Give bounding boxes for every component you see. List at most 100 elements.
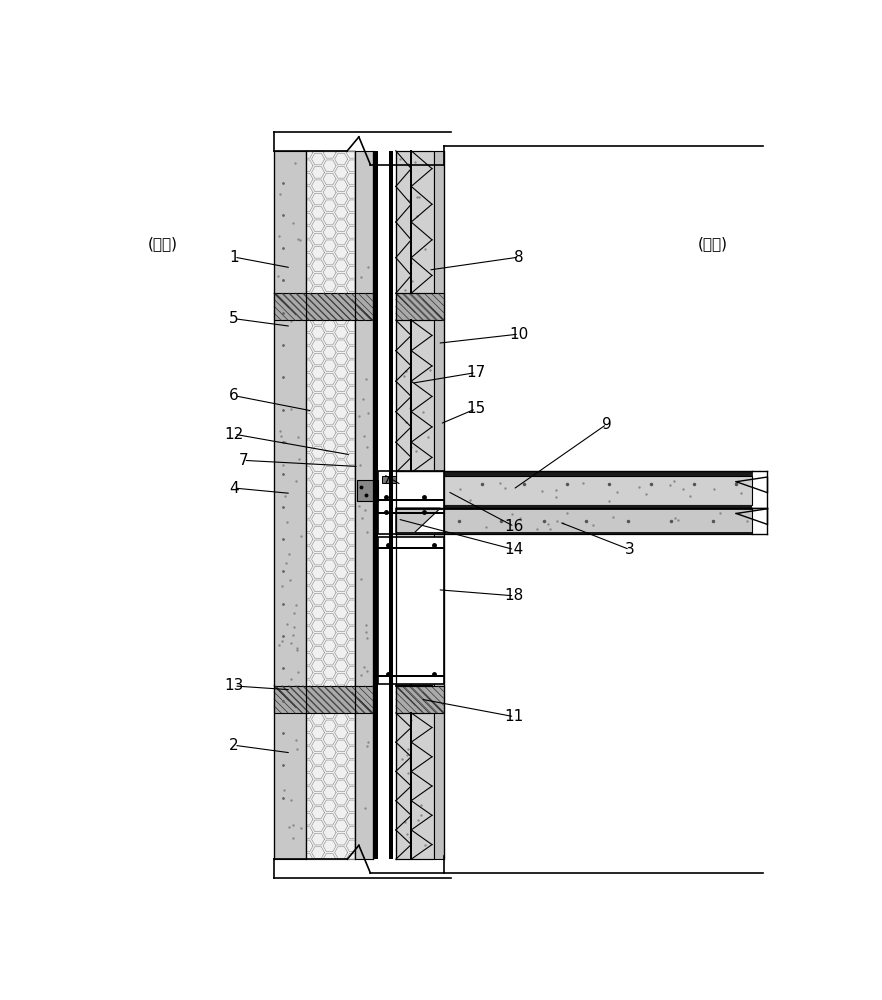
- Point: [361, 259, 375, 275]
- Point: [713, 505, 727, 521]
- Point: [284, 313, 298, 329]
- Point: [434, 485, 448, 501]
- Point: [530, 521, 544, 537]
- Point: [276, 782, 290, 798]
- Point: [357, 659, 371, 675]
- Point: [480, 519, 494, 535]
- Point: [410, 189, 424, 205]
- Point: [404, 712, 418, 728]
- Point: [286, 215, 300, 231]
- Bar: [438, 508, 751, 534]
- Point: [407, 632, 422, 648]
- Point: [408, 443, 422, 459]
- Point: [281, 546, 295, 562]
- Point: [362, 734, 376, 750]
- Point: [273, 637, 287, 653]
- Point: [632, 479, 646, 495]
- Point: [422, 662, 437, 678]
- Text: 5: 5: [229, 311, 239, 326]
- Point: [414, 807, 428, 823]
- Point: [287, 619, 301, 635]
- Point: [668, 510, 682, 526]
- Point: [397, 368, 411, 384]
- Point: [498, 480, 512, 496]
- Point: [400, 475, 415, 491]
- Bar: [307, 151, 355, 859]
- Polygon shape: [396, 508, 440, 534]
- Point: [549, 482, 564, 498]
- Point: [606, 509, 620, 525]
- Point: [358, 502, 372, 518]
- Point: [602, 493, 616, 509]
- Point: [405, 609, 419, 625]
- Text: 3: 3: [625, 542, 635, 557]
- Point: [286, 627, 300, 643]
- Point: [361, 405, 375, 421]
- Point: [355, 571, 369, 587]
- Point: [352, 498, 366, 514]
- Text: 14: 14: [505, 542, 524, 557]
- Point: [276, 457, 290, 473]
- Point: [403, 753, 417, 769]
- Bar: [378, 471, 444, 534]
- Point: [354, 307, 368, 323]
- Point: [359, 371, 373, 387]
- Point: [276, 272, 290, 288]
- Point: [417, 582, 431, 598]
- Point: [402, 490, 416, 506]
- Point: [411, 523, 425, 539]
- Point: [639, 486, 654, 502]
- Bar: [378, 675, 444, 677]
- Point: [667, 473, 681, 489]
- Point: [284, 671, 298, 687]
- Point: [422, 429, 436, 445]
- Bar: [378, 537, 444, 684]
- Point: [278, 434, 292, 450]
- Point: [423, 502, 437, 518]
- Point: [403, 400, 417, 416]
- Point: [505, 506, 519, 522]
- Point: [404, 734, 418, 750]
- Point: [288, 473, 303, 489]
- Point: [272, 228, 286, 244]
- Point: [284, 635, 298, 651]
- Point: [684, 488, 698, 504]
- Bar: [389, 151, 392, 859]
- Point: [284, 792, 298, 808]
- Point: [294, 232, 308, 248]
- Point: [413, 591, 427, 607]
- Point: [423, 362, 437, 378]
- Bar: [396, 293, 444, 320]
- Point: [412, 479, 426, 495]
- Point: [287, 830, 301, 846]
- Point: [288, 155, 302, 171]
- Point: [280, 514, 294, 530]
- Point: [557, 515, 571, 531]
- Point: [421, 630, 435, 646]
- Point: [740, 513, 754, 529]
- Text: 1: 1: [229, 250, 239, 265]
- Point: [400, 628, 414, 644]
- Point: [413, 502, 427, 518]
- Point: [405, 273, 419, 289]
- Text: 9: 9: [602, 417, 612, 432]
- Point: [355, 667, 369, 683]
- Text: 7: 7: [238, 453, 248, 468]
- Point: [549, 489, 564, 505]
- Point: [291, 678, 305, 694]
- Point: [732, 505, 746, 521]
- Point: [271, 268, 285, 284]
- Point: [292, 451, 306, 467]
- Point: [421, 597, 435, 613]
- Point: [290, 640, 304, 656]
- Point: [576, 475, 590, 491]
- Bar: [396, 508, 751, 510]
- Point: [279, 488, 293, 504]
- Bar: [382, 476, 396, 483]
- Bar: [378, 547, 444, 549]
- Text: 10: 10: [510, 327, 528, 342]
- Point: [282, 819, 296, 835]
- Point: [279, 555, 293, 571]
- Point: [294, 820, 308, 836]
- Point: [400, 826, 414, 842]
